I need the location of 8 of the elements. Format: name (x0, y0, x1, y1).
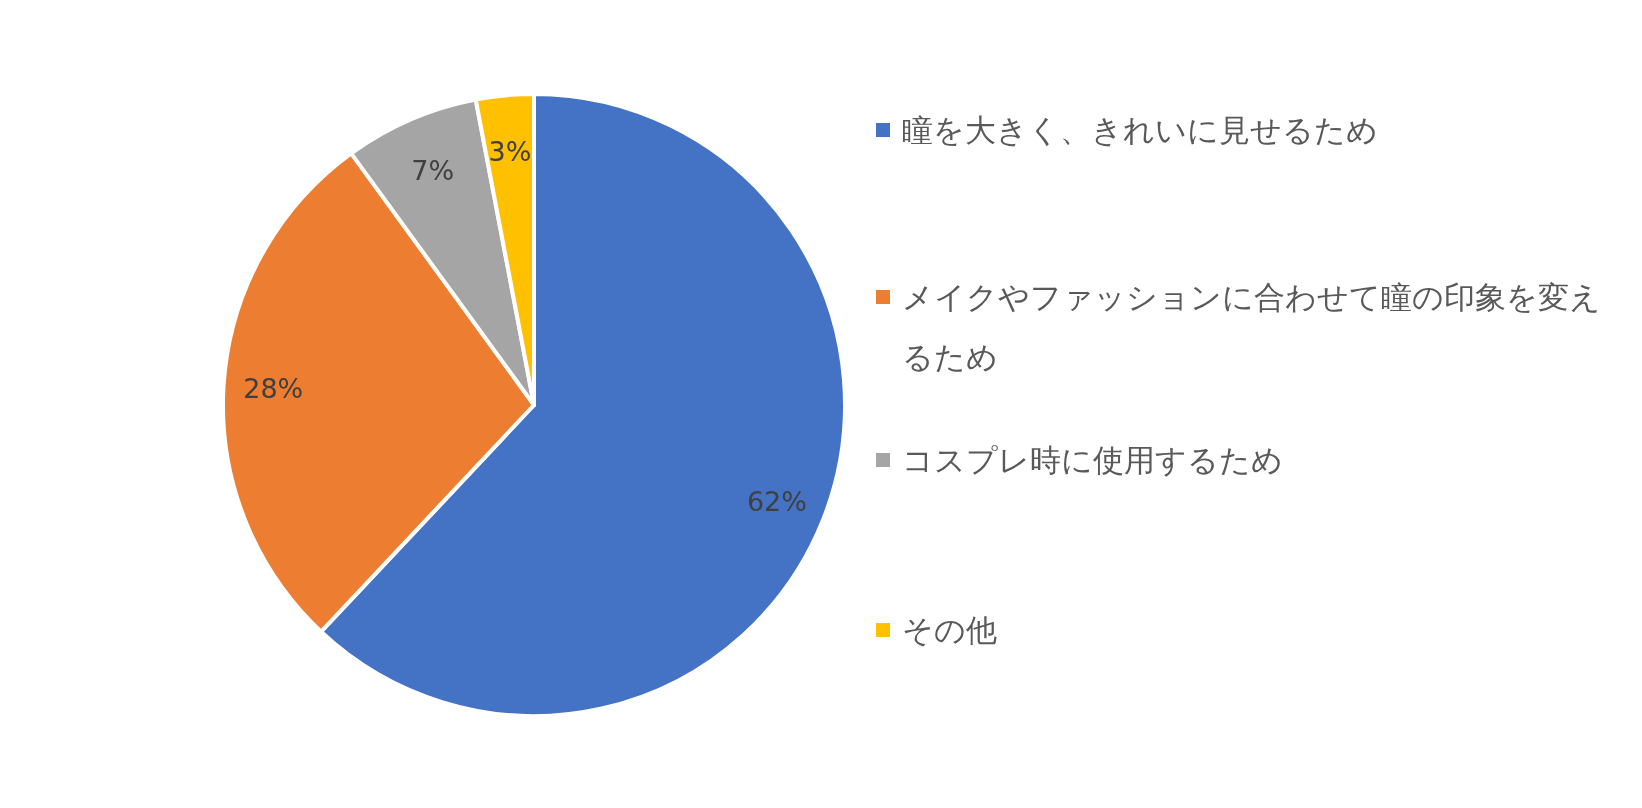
data-label: 7% (411, 155, 455, 187)
legend-label: コスプレ時に使用するため (902, 441, 1283, 480)
data-label: 28% (243, 373, 304, 405)
legend-label: その他 (902, 611, 997, 650)
legend-label: メイクやファッションに合わせて瞳の印象を変えるため (902, 278, 1602, 377)
data-label: 3% (488, 135, 532, 167)
legend-label: 瞳を大きく、きれいに見せるため (902, 111, 1378, 150)
data-label: 62% (746, 485, 807, 517)
